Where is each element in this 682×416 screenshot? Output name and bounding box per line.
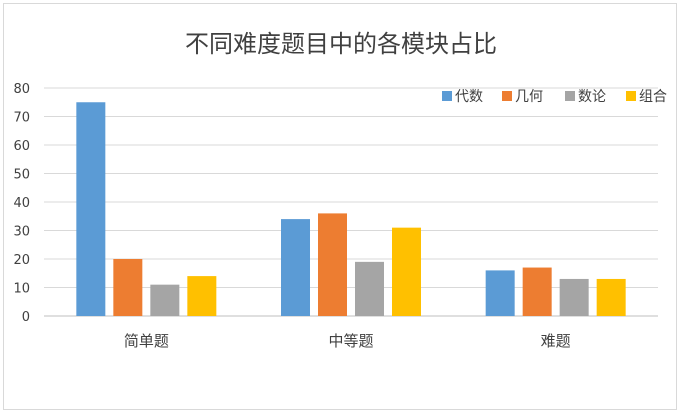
y-tick-label: 0	[22, 310, 30, 325]
y-tick-label: 10	[13, 282, 30, 297]
bar-2-1	[113, 259, 143, 316]
x-axis-ticks: 简单题 中等题 难题	[124, 332, 571, 350]
x-tick-label: 难题	[541, 332, 571, 350]
x-tick-label: 中等题	[328, 332, 373, 350]
bar-4-3	[596, 278, 626, 316]
chart-frame	[3, 3, 677, 410]
bar-3-2	[355, 261, 384, 316]
bar-3-3	[559, 278, 589, 316]
legend-label: 几何	[515, 89, 543, 105]
bar-2-3	[522, 267, 552, 316]
legend-swatch	[442, 91, 452, 101]
y-axis-ticks: 0 10 20 30 40 50 60 70 80	[13, 82, 30, 325]
bar-1-1	[76, 102, 106, 316]
bar-4-2	[392, 227, 421, 316]
legend-label: 组合	[639, 89, 667, 105]
y-tick-label: 80	[13, 82, 30, 97]
chart-title: 不同难度题目中的各模块占比	[185, 30, 497, 58]
bar-4-1	[187, 276, 217, 316]
y-tick-label: 20	[13, 253, 30, 268]
legend-swatch	[565, 91, 575, 101]
legend: 代数 几何 数论 组合	[442, 89, 667, 105]
bars	[76, 102, 626, 316]
y-tick-label: 50	[13, 168, 30, 183]
y-tick-label: 60	[13, 139, 30, 154]
x-tick-label: 简单题	[124, 332, 169, 350]
gridlines	[44, 87, 658, 317]
y-tick-label: 40	[13, 196, 30, 211]
legend-swatch	[626, 91, 636, 101]
bar-1-2	[281, 219, 310, 316]
bar-1-3	[485, 270, 515, 316]
legend-swatch	[502, 91, 512, 101]
y-tick-label: 30	[13, 225, 30, 240]
bar-2-2	[318, 213, 347, 316]
legend-label: 数论	[578, 89, 606, 105]
bar-3-1	[150, 284, 180, 316]
legend-label: 代数	[455, 89, 483, 105]
y-tick-label: 70	[13, 111, 30, 126]
